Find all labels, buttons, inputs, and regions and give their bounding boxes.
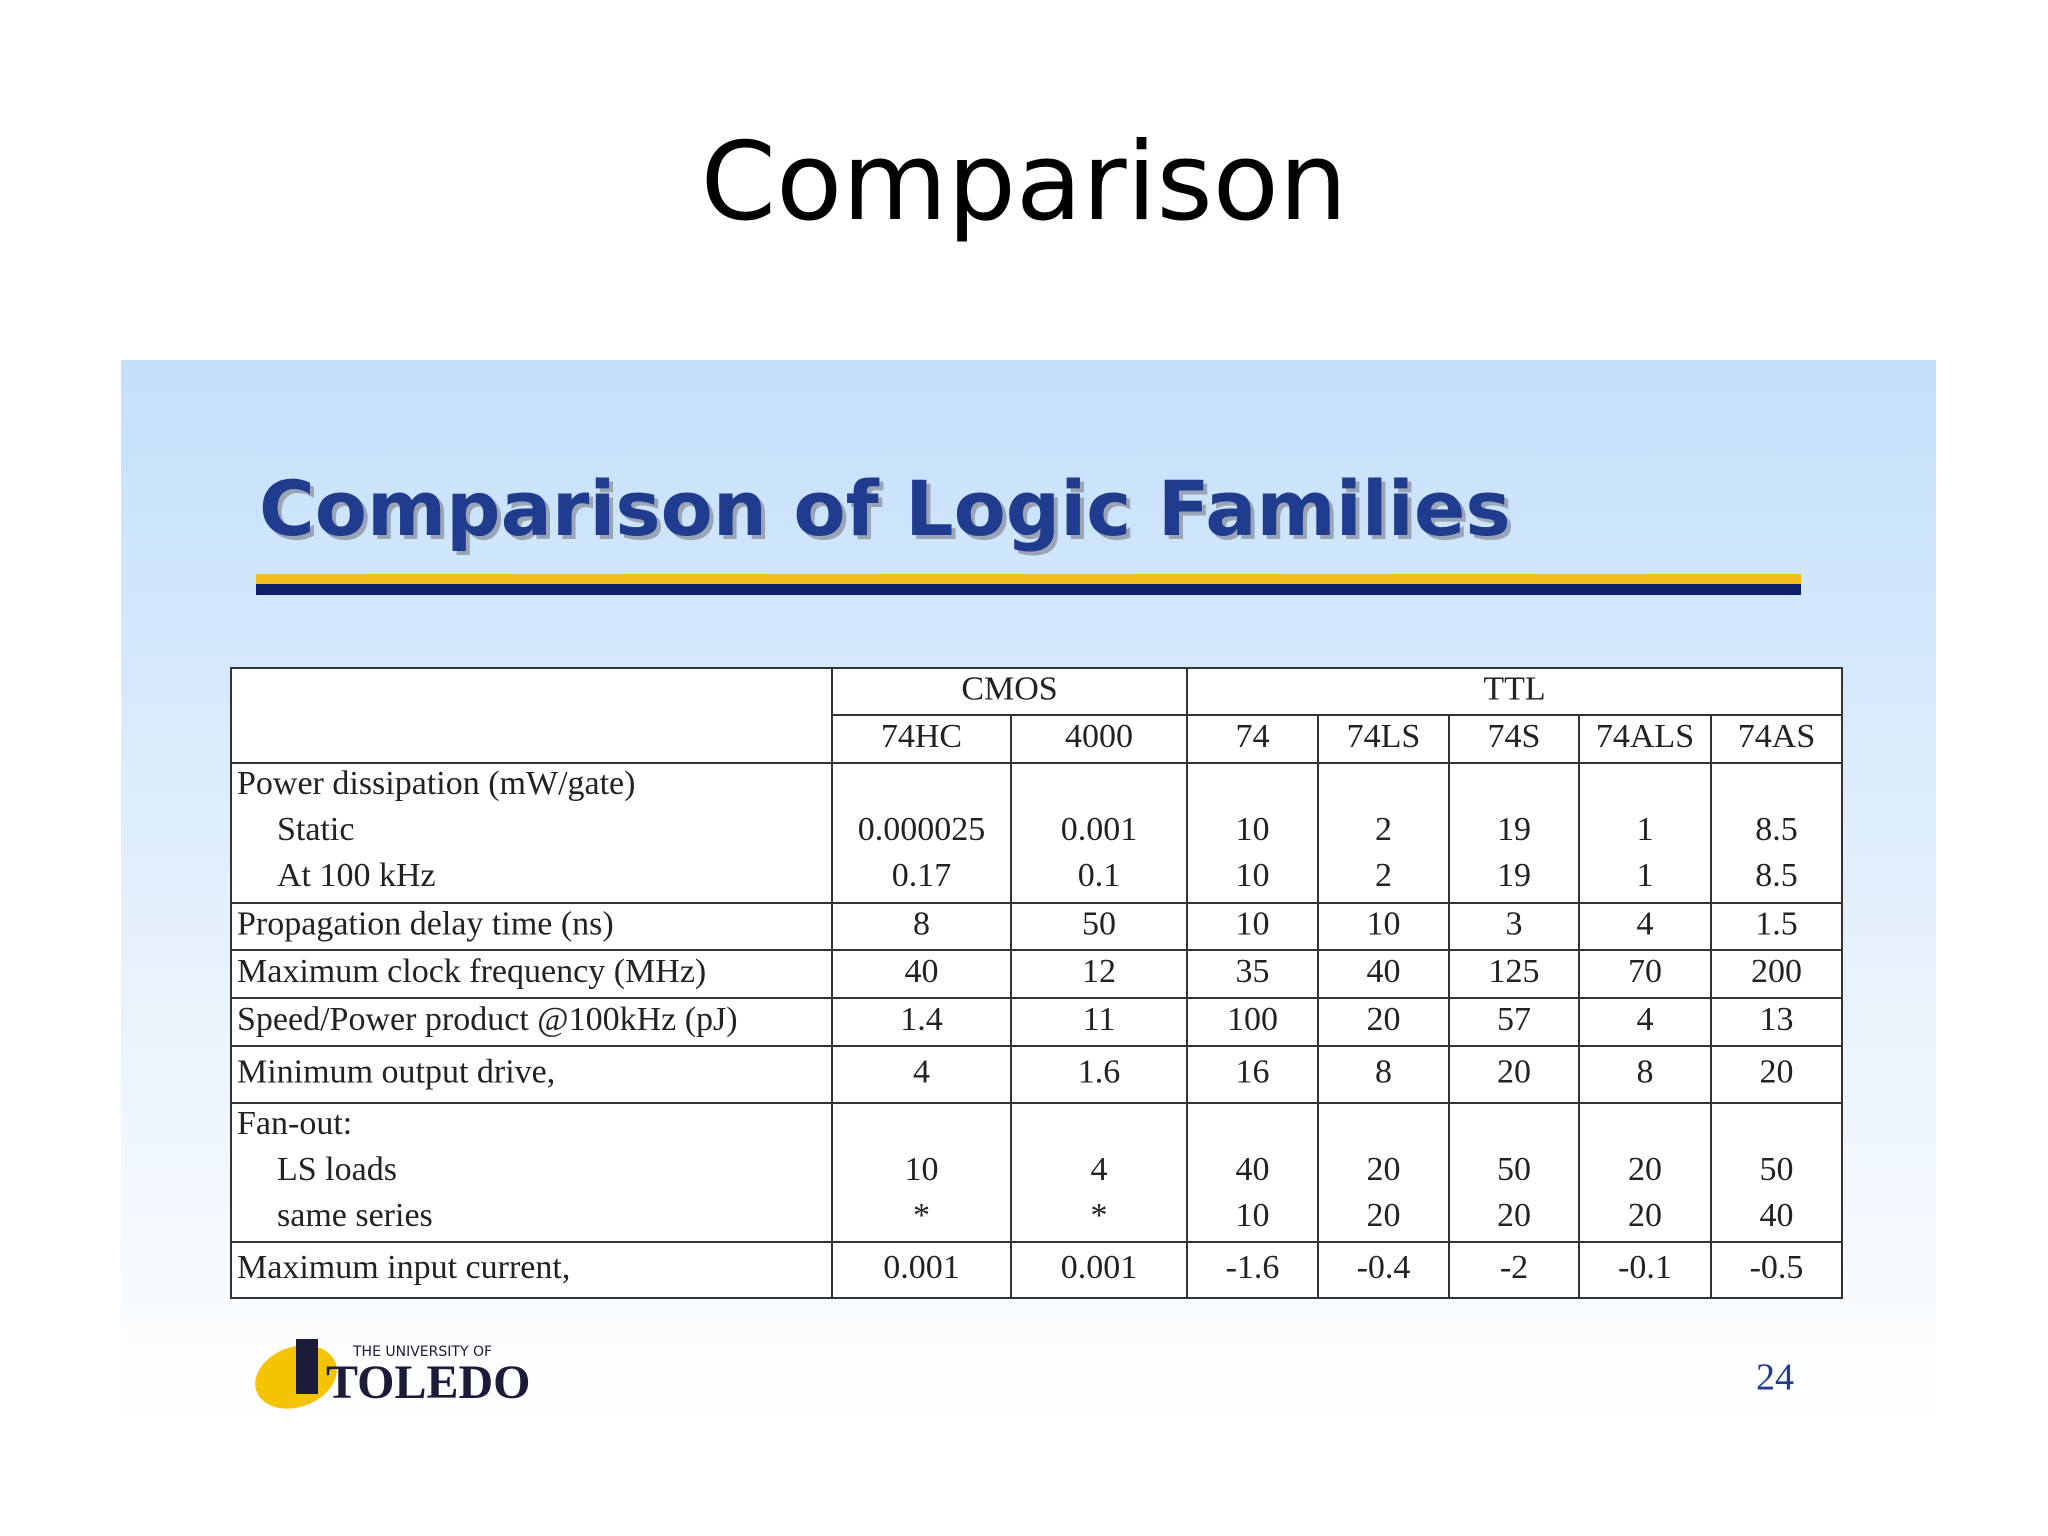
title-bar-yellow (256, 574, 1801, 584)
image-title: Comparison of Logic Families (259, 464, 1511, 553)
cell-value: 20 (1760, 1053, 1794, 1090)
cell-value: -1.6 (1226, 1249, 1280, 1286)
cell-value: 40 (1760, 1197, 1794, 1234)
cell-value: 1.5 (1755, 905, 1798, 942)
cell-value: 10 (1236, 1197, 1270, 1234)
cell-value: 1.4 (900, 1001, 943, 1038)
cell-value: 50 (1760, 1151, 1794, 1188)
cell-value: 10 (1236, 857, 1270, 894)
row-label: Maximum input current, (237, 1249, 570, 1286)
column-header: 74LS (1347, 718, 1421, 755)
row-label: Speed/Power product @100kHz (pJ) (237, 1001, 738, 1038)
image-title-shadow: Comparison of Logic Families (263, 468, 1515, 557)
cell-value: 70 (1628, 953, 1662, 990)
cell-value: 20 (1367, 1151, 1401, 1188)
cell-value: 1 (1637, 857, 1654, 894)
logo-top: THE UNIVERSITY OF (352, 1344, 492, 1360)
cell-value: 57 (1497, 1001, 1531, 1038)
cell-value: 2 (1375, 811, 1392, 848)
cell-value: 8.5 (1755, 811, 1798, 848)
cell-value: -0.1 (1618, 1249, 1672, 1286)
cell-value: 8 (1637, 1053, 1654, 1090)
title-bar-navy (256, 584, 1801, 595)
cell-value: 13 (1760, 1001, 1794, 1038)
cell-value: 2 (1375, 857, 1392, 894)
cell-value: 3 (1506, 905, 1523, 942)
cell-value: 40 (1367, 953, 1401, 990)
sub-row-label: same series (277, 1197, 433, 1234)
cell-value: 20 (1497, 1197, 1531, 1234)
column-header: 4000 (1065, 718, 1133, 755)
cell-value: 20 (1628, 1197, 1662, 1234)
sub-row-label: Static (277, 811, 354, 848)
cell-value: 0.1 (1078, 857, 1121, 894)
cell-value: 35 (1236, 953, 1270, 990)
cell-value: 10 (1236, 905, 1270, 942)
cell-value: 4 (1637, 905, 1654, 942)
cell-value: 8 (1375, 1053, 1392, 1090)
cell-value: 0.000025 (858, 811, 986, 848)
row-label: Propagation delay time (ns) (237, 905, 614, 942)
cell-value: 19 (1497, 857, 1531, 894)
column-header: 74S (1488, 718, 1541, 755)
cell-value: 200 (1751, 953, 1802, 990)
cell-value: 1 (1637, 811, 1654, 848)
cell-value: 0.001 (883, 1249, 960, 1286)
cell-value: 11 (1083, 1001, 1116, 1038)
column-header: 74HC (881, 718, 962, 755)
cell-value: -2 (1500, 1249, 1528, 1286)
cell-value: 125 (1489, 953, 1540, 990)
cell-value: 20 (1367, 1197, 1401, 1234)
slide-title: Comparison (700, 120, 1348, 245)
cell-value: * (913, 1197, 930, 1234)
cell-value: 0.001 (1061, 811, 1138, 848)
group-header: TTL (1483, 670, 1545, 707)
cell-value: 50 (1497, 1151, 1531, 1188)
row-label: Minimum output drive, (237, 1053, 555, 1090)
cell-value: 16 (1236, 1053, 1270, 1090)
cell-value: 20 (1628, 1151, 1662, 1188)
cell-value: 50 (1082, 905, 1116, 942)
cell-value: 0.17 (892, 857, 952, 894)
column-header: 74 (1236, 718, 1270, 755)
cell-value: 20 (1367, 1001, 1401, 1038)
column-header: 74AS (1738, 718, 1815, 755)
cell-value: 8 (913, 905, 930, 942)
slide-image: Comparison of Logic Families Comparison … (121, 360, 1936, 1431)
cell-value: 100 (1227, 1001, 1278, 1038)
row-label: Power dissipation (mW/gate) (237, 765, 635, 802)
logo-tower (296, 1339, 318, 1394)
cell-value: 40 (1236, 1151, 1270, 1188)
cell-value: 12 (1082, 953, 1116, 990)
cell-value: 40 (905, 953, 939, 990)
cell-value: 19 (1497, 811, 1531, 848)
cell-value: -0.5 (1750, 1249, 1804, 1286)
row-label: Maximum clock frequency (MHz) (237, 953, 706, 990)
group-header: CMOS (961, 670, 1057, 707)
cell-value: 20 (1497, 1053, 1531, 1090)
cell-value: -0.4 (1357, 1249, 1411, 1286)
sub-row-label: LS loads (277, 1151, 397, 1188)
sub-row-label: At 100 kHz (277, 857, 436, 894)
cell-value: * (1091, 1197, 1108, 1234)
cell-value: 4 (1091, 1151, 1108, 1188)
cell-value: 10 (1236, 811, 1270, 848)
cell-value: 10 (905, 1151, 939, 1188)
cell-value: 8.5 (1755, 857, 1798, 894)
cell-value: 1.6 (1078, 1053, 1121, 1090)
cell-value: 10 (1367, 905, 1401, 942)
row-label: Fan-out: (237, 1105, 352, 1142)
cell-value: 0.001 (1061, 1249, 1138, 1286)
table-background (230, 667, 1843, 1299)
cell-value: 4 (913, 1053, 930, 1090)
logo-name: TOLEDO (326, 1356, 531, 1409)
cell-value: 4 (1637, 1001, 1654, 1038)
column-header: 74ALS (1596, 718, 1694, 755)
page-number: 24 (1756, 1357, 1794, 1399)
table: CMOS 74HC 4000 TTL 74 74LS 74S 74ALS 74AS Power d… (230, 667, 1843, 1299)
